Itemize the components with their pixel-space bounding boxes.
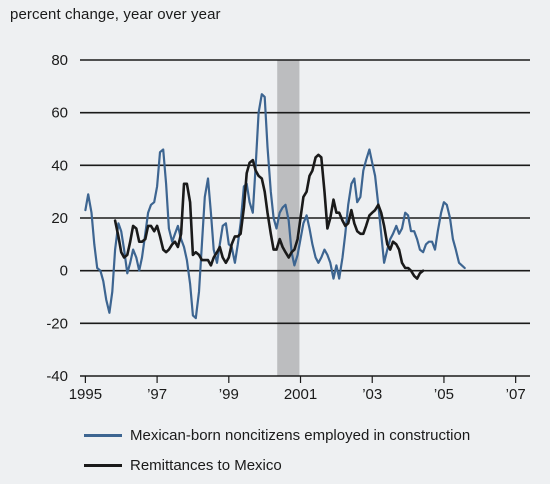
x-axis: 1995 ’97 ’99 2001 ’03 ’05 ’07 xyxy=(69,376,526,403)
legend-label-remittances: Remittances to Mexico xyxy=(130,456,282,474)
y-tick-label: 0 xyxy=(60,263,68,280)
x-tick-label: ’99 xyxy=(219,386,239,403)
y-tick-label: -40 xyxy=(46,368,68,385)
x-tick-label: 2001 xyxy=(284,386,317,403)
legend-swatch-construction xyxy=(84,433,122,437)
series-line-remittances xyxy=(113,153,425,280)
series-lines xyxy=(84,93,466,320)
y-tick-labels: -40 -20 0 20 40 60 80 xyxy=(46,52,68,385)
y-tick-label: 40 xyxy=(51,157,68,174)
x-tick-label: ’03 xyxy=(362,386,382,403)
legend-item-construction: Mexican-born noncitizens employed in con… xyxy=(84,420,470,450)
x-tick-label: ’97 xyxy=(147,386,167,403)
series-line-construction xyxy=(84,93,466,320)
legend: Mexican-born noncitizens employed in con… xyxy=(84,420,470,480)
y-tick-label: 20 xyxy=(51,210,68,227)
legend-label-construction: Mexican-born noncitizens employed in con… xyxy=(130,426,471,444)
x-tick-label: ’05 xyxy=(434,386,454,403)
y-tick-label: -20 xyxy=(46,315,68,332)
y-tick-label: 80 xyxy=(51,52,68,69)
gridlines xyxy=(80,59,530,377)
legend-swatch-remittances xyxy=(84,463,122,467)
x-tick-label: ’07 xyxy=(506,386,526,403)
x-tick-label: 1995 xyxy=(69,386,102,403)
legend-item-remittances: Remittances to Mexico xyxy=(84,450,470,480)
y-tick-label: 60 xyxy=(51,105,68,122)
y-axis-label: percent change, year over year xyxy=(10,6,221,23)
